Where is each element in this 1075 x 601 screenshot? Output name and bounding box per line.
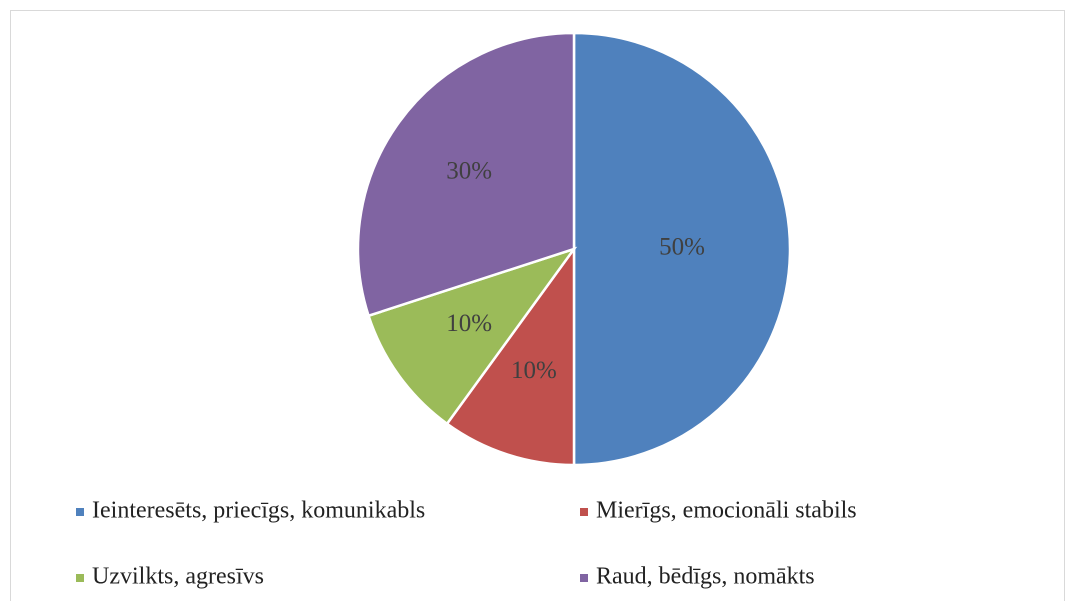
legend-label: Mierīgs, emocionāli stabils xyxy=(596,498,857,524)
legend-label: Raud, bēdīgs, nomākts xyxy=(596,564,815,590)
pie-slice xyxy=(366,246,578,426)
legend-swatch xyxy=(76,574,84,582)
data-label: 10% xyxy=(511,357,557,384)
legend-swatch xyxy=(580,508,588,516)
legend-label: Ieinteresēts, priecīgs, komunikabls xyxy=(92,498,425,524)
legend-label: Uzvilkts, agresīvs xyxy=(92,564,264,590)
pie-slice xyxy=(572,31,792,467)
data-label: 30% xyxy=(446,158,492,185)
pie-slice xyxy=(356,31,576,318)
legend-swatch xyxy=(580,574,588,582)
legend-swatch xyxy=(76,508,84,516)
data-label: 50% xyxy=(659,234,705,261)
pie-slice xyxy=(445,245,576,467)
data-label: 10% xyxy=(446,310,492,337)
